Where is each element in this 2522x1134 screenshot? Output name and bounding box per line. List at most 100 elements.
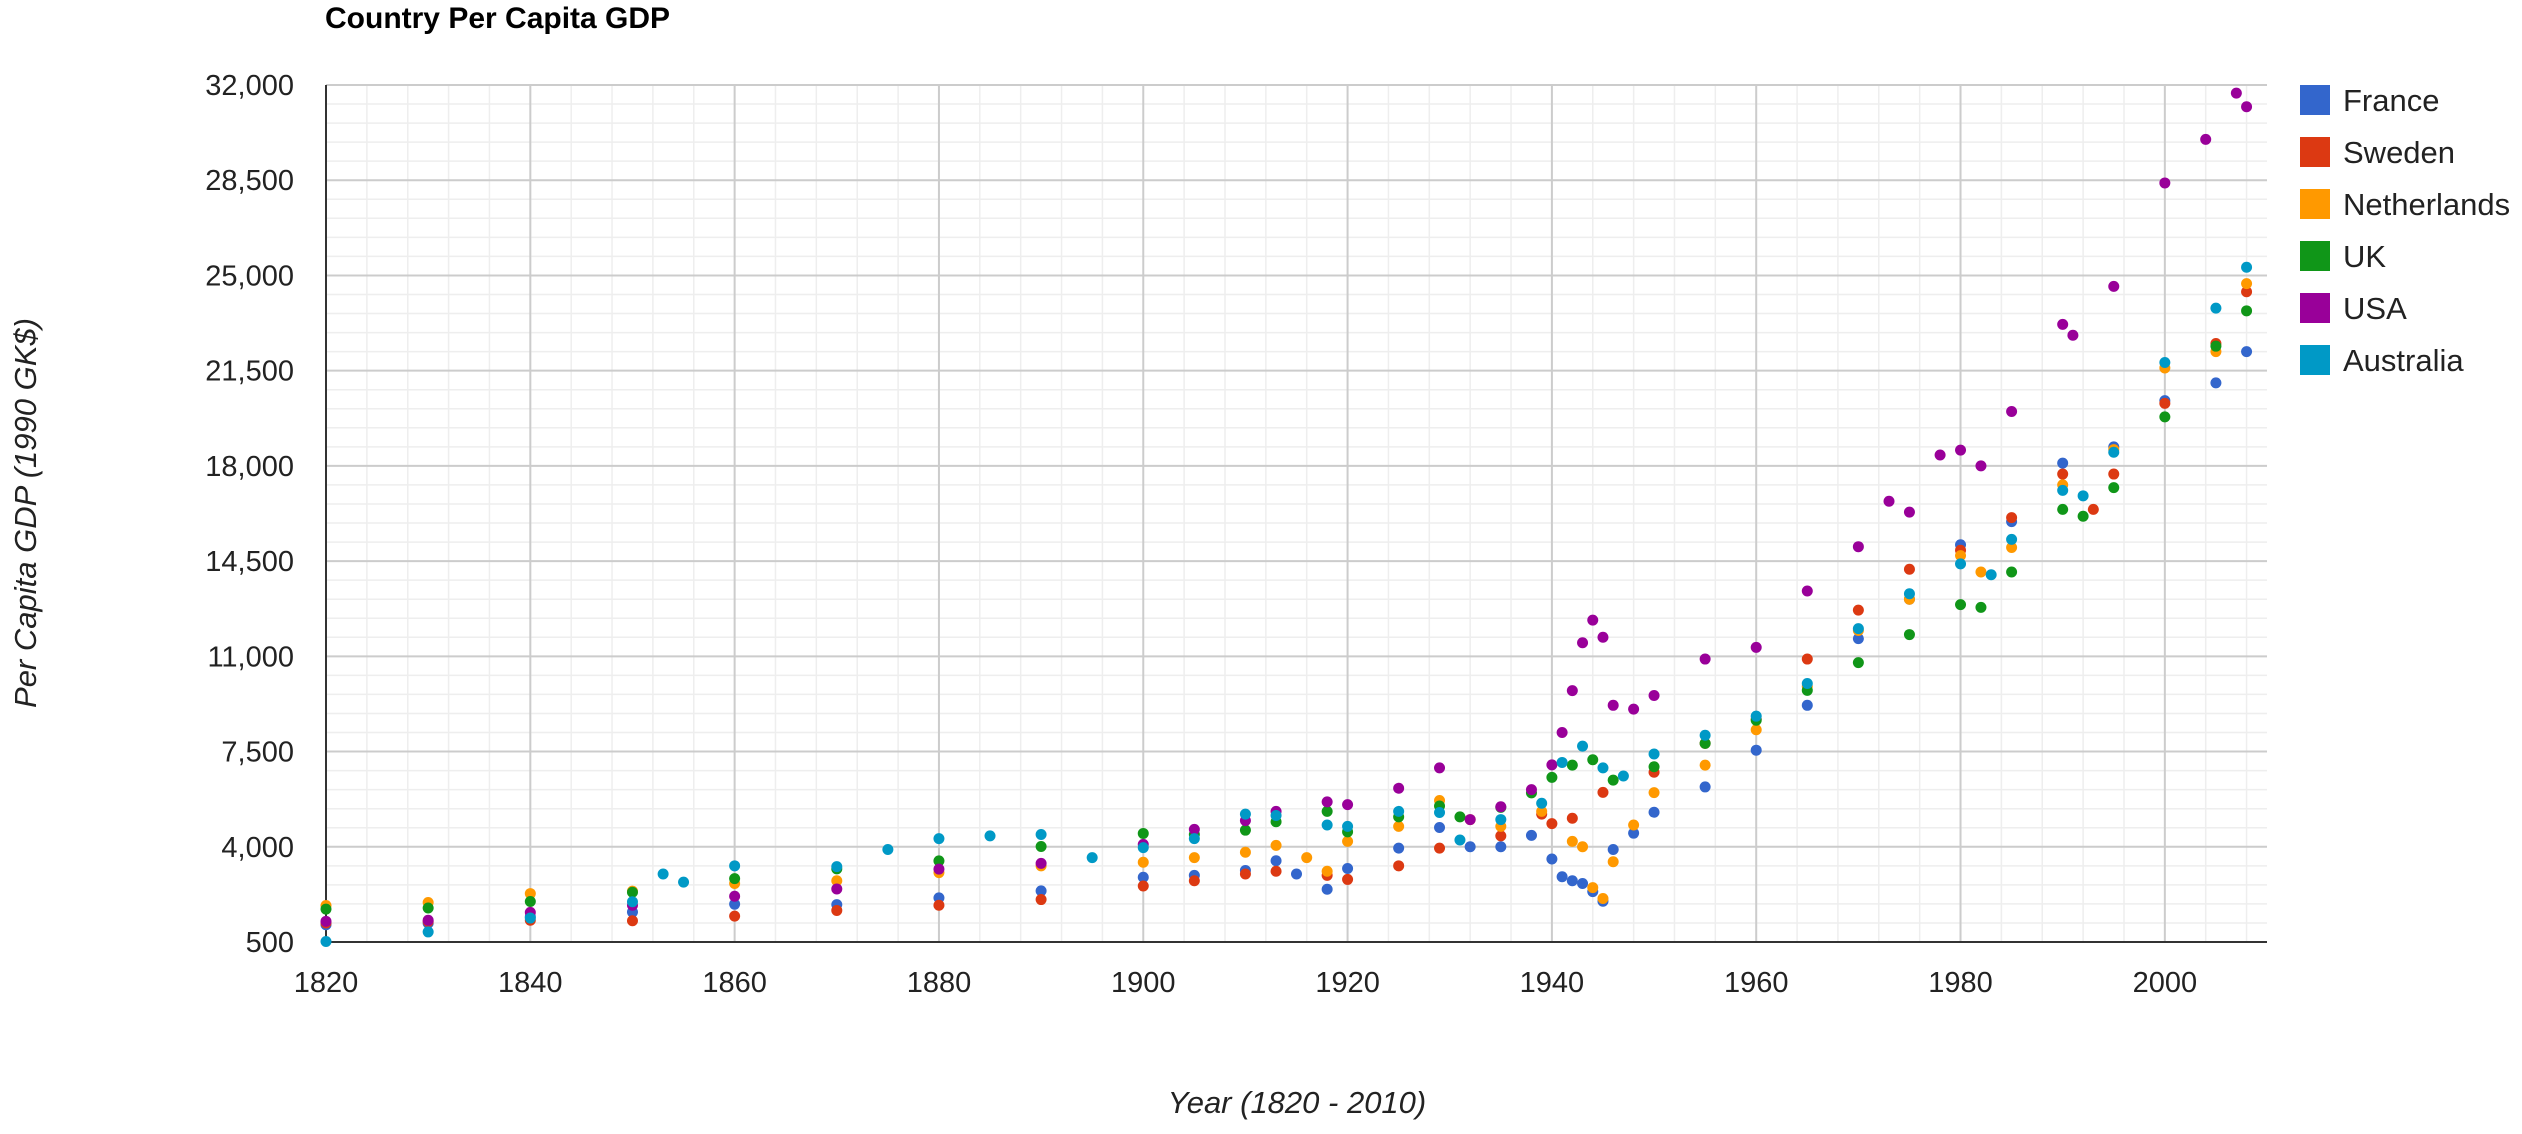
sweden-point (2057, 468, 2069, 480)
sweden-point (1546, 818, 1558, 830)
australia-point (2210, 302, 2222, 314)
usa-point (1648, 690, 1660, 702)
x-tick-label: 1820 (294, 967, 359, 999)
sweden-point (2108, 468, 2120, 480)
australia-point (1617, 770, 1629, 782)
australia-point (1699, 729, 1711, 741)
legend-swatch-netherlands (2300, 189, 2330, 219)
legend-label-sweden: Sweden (2343, 135, 2455, 170)
australia-point (2006, 533, 2018, 545)
australia-point (2057, 484, 2069, 496)
uk-point (729, 873, 741, 885)
legend-label-australia: Australia (2343, 343, 2464, 378)
france-point (1546, 853, 1558, 865)
sweden-point (1137, 880, 1149, 892)
usa-point (831, 883, 843, 895)
netherlands-point (1239, 846, 1251, 858)
uk-point (2108, 482, 2120, 494)
usa-point (2230, 87, 2242, 99)
uk-point (320, 903, 332, 915)
legend-swatch-australia (2300, 345, 2330, 375)
uk-point (1566, 759, 1578, 771)
france-point (1556, 871, 1568, 883)
legend-swatch-uk (2300, 241, 2330, 271)
netherlands-point (1975, 566, 1987, 578)
usa-point (2067, 329, 2079, 341)
sweden-point (1434, 842, 1446, 854)
usa-point (1934, 449, 1946, 461)
australia-point (2108, 446, 2120, 458)
minor-gridlines (325, 84, 2267, 943)
australia-point (1342, 820, 1354, 832)
australia-point (524, 912, 536, 924)
legend-label-usa: USA (2343, 291, 2407, 326)
uk-point (1699, 737, 1711, 749)
sweden-point (1597, 786, 1609, 798)
australia-point (1454, 834, 1466, 846)
uk-point (2077, 510, 2089, 522)
australia-point (657, 868, 669, 880)
uk-point (1587, 754, 1599, 766)
france-point (1750, 744, 1762, 756)
usa-point (933, 863, 945, 875)
australia-point (2077, 490, 2089, 502)
sweden-point (1566, 812, 1578, 824)
usa-point (1699, 653, 1711, 665)
usa-point (2006, 405, 2018, 417)
axes (325, 85, 2267, 943)
y-tick-label: 14,500 (205, 546, 294, 578)
usa-point (1597, 631, 1609, 643)
netherlands-point (1566, 835, 1578, 847)
netherlands-point (1607, 856, 1619, 868)
usa-point (1434, 762, 1446, 774)
france-point (1525, 829, 1537, 841)
x-tick-label: 1960 (1724, 967, 1789, 999)
y-tick-label: 25,000 (205, 260, 294, 292)
legend: France Sweden Netherlands UK USA Australia (2300, 83, 2510, 378)
netherlands-point (1342, 835, 1354, 847)
netherlands-point (1270, 839, 1282, 851)
australia-point (1556, 756, 1568, 768)
france-point (2241, 346, 2253, 358)
usa-point (1852, 541, 1864, 553)
netherlands-point (1577, 841, 1589, 853)
australia-point (1188, 833, 1200, 845)
uk-point (626, 886, 638, 898)
australia-point (1536, 797, 1548, 809)
australia-point (1495, 814, 1507, 826)
france-point (1464, 841, 1476, 853)
usa-point (1464, 814, 1476, 826)
y-axis-ticks: 500 4,000 7,500 11,000 14,500 18,000 21,500 25,… (205, 70, 294, 959)
chart-title: Country Per Capita GDP (325, 2, 670, 35)
sweden-point (2159, 397, 2171, 409)
france-point (1035, 885, 1047, 897)
sweden-point (1801, 653, 1813, 665)
x-axis-label: Year (1820 - 2010) (1168, 1085, 1427, 1120)
sweden-point (626, 915, 638, 927)
x-tick-label: 1920 (1315, 967, 1380, 999)
usa-point (729, 890, 741, 902)
uk-point (933, 855, 945, 867)
france-point (1607, 843, 1619, 855)
netherlands-point (1750, 724, 1762, 736)
australia-point (1648, 748, 1660, 760)
france-point (1321, 883, 1333, 895)
major-gridlines (325, 84, 2267, 943)
sweden-point (2006, 512, 2018, 524)
uk-point (1975, 601, 1987, 613)
france-point (1699, 781, 1711, 793)
y-tick-label: 28,500 (205, 165, 294, 197)
netherlands-point (1648, 787, 1660, 799)
netherlands-point (1536, 805, 1548, 817)
netherlands-point (1321, 865, 1333, 877)
netherlands-point (1597, 892, 1609, 904)
australia-point (2159, 357, 2171, 369)
netherlands-point (1587, 882, 1599, 894)
australia-point (626, 896, 638, 908)
usa-point (2108, 280, 2120, 292)
australia-point (1801, 678, 1813, 690)
usa-point (1546, 759, 1558, 771)
usa-point (320, 915, 332, 927)
usa-point (2241, 101, 2253, 113)
